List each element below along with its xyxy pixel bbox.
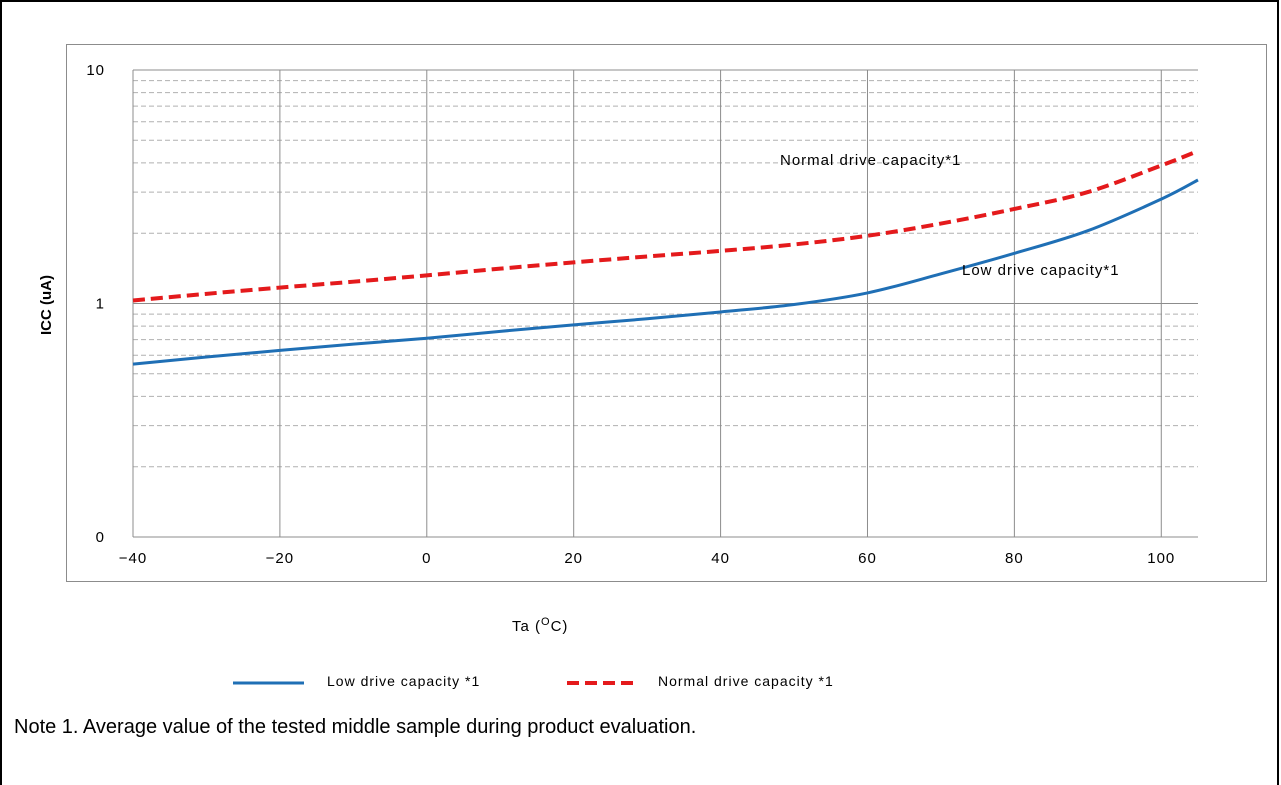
- series-line-low-drive: [132, 178, 1199, 366]
- x-tick-label: 20: [564, 550, 583, 567]
- series-lines: [132, 149, 1199, 366]
- legend-label-low: Low drive capacity *1: [327, 673, 481, 689]
- x-tick-label: 40: [711, 550, 730, 567]
- series-line-normal-drive: [132, 149, 1199, 303]
- annotation-low-drive: Low drive capacity*1: [962, 262, 1120, 279]
- y-tick-label: 10: [86, 62, 105, 79]
- annotation-normal-drive: Normal drive capacity*1: [780, 152, 961, 169]
- x-tick-label: −20: [266, 550, 294, 567]
- x-tick-label: −40: [119, 550, 147, 567]
- x-tick-label: 60: [858, 550, 877, 567]
- minor-gridlines: [133, 80, 1198, 468]
- y-tick-label: 1: [96, 296, 105, 313]
- x-tick-label: 100: [1147, 550, 1175, 567]
- plot-area-border: [66, 44, 1267, 582]
- x-tick-label: 0: [422, 550, 431, 567]
- footnote: Note 1. Average value of the tested midd…: [14, 716, 697, 738]
- y-tick-label: 0: [96, 529, 105, 546]
- y-axis-label: ICC (uA): [38, 275, 55, 335]
- legend-label-normal: Normal drive capacity *1: [658, 673, 834, 689]
- x-tick-label: 80: [1005, 550, 1024, 567]
- major-gridlines: [132, 69, 1198, 538]
- x-axis-label: Ta (OC): [512, 616, 569, 635]
